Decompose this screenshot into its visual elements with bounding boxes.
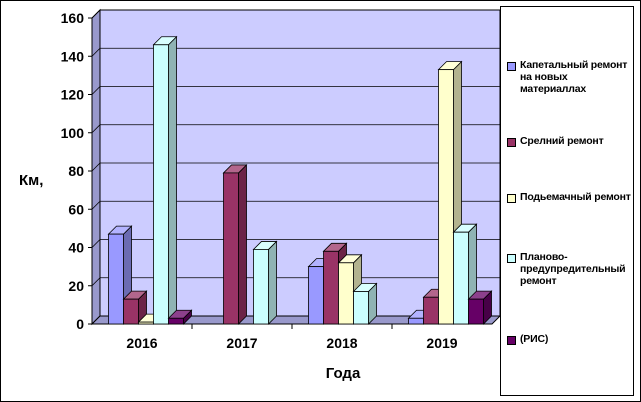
bar-side (168, 35, 177, 325)
legend-swatch (507, 336, 516, 345)
legend-swatch (507, 194, 516, 203)
bar (323, 250, 339, 325)
legend-swatch (507, 62, 516, 71)
legend-label: (РИС) (520, 333, 549, 345)
gridline-side (91, 124, 101, 134)
bar (453, 231, 469, 325)
x-axis-title: Года (326, 365, 361, 382)
legend-label: Планово-предупредительный ремонт (520, 251, 626, 287)
gridline-side (91, 239, 101, 248)
x-tick-label: 2016 (126, 335, 157, 351)
x-tick-label: 2017 (226, 335, 257, 351)
y-tick-label: 20 (68, 278, 84, 294)
x-tick-label: 2019 (426, 335, 457, 351)
legend-label: Срелний ремонт (520, 135, 604, 147)
legend-item-sredniy-remont: Срелний ремонт (507, 135, 631, 147)
bar (308, 266, 324, 325)
legend-item-podyemochny-remont: Подьемачный ремонт (507, 191, 631, 203)
chart-legend: Капетальный ремонт на новых материаллах … (500, 6, 634, 396)
legend-item-kap-remont: Капетальный ремонт на новых материаллах (507, 59, 631, 95)
x-tick-label: 2018 (326, 335, 357, 351)
bar (223, 172, 239, 325)
y-tick-label: 120 (61, 87, 85, 103)
gridline-side (91, 162, 101, 172)
gridline-side (91, 277, 101, 287)
gridline-side (91, 47, 101, 57)
y-tick-label: 140 (61, 48, 85, 64)
bar (153, 44, 169, 325)
legend-item-ppr-remont: Планово-предупредительный ремонт (507, 251, 631, 287)
legend-label: Капетальный ремонт на новых материаллах (520, 59, 628, 95)
legend-swatch (507, 138, 516, 147)
legend-swatch (507, 254, 516, 263)
legend-item-ris: (РИС) (507, 333, 631, 345)
bar-side (238, 163, 247, 325)
y-axis-title: Км, (19, 172, 43, 189)
legend-label: Подьемачный ремонт (520, 191, 631, 203)
bar-side (268, 240, 277, 325)
bar (253, 249, 269, 325)
bar (138, 321, 154, 325)
y-tick-label: 160 (61, 10, 85, 26)
bar (468, 298, 484, 325)
bar (423, 296, 439, 325)
gridline-side (91, 86, 101, 95)
bar (408, 317, 424, 325)
y-tick-label: 60 (68, 201, 84, 217)
bar (123, 298, 139, 325)
y-tick-label: 100 (61, 125, 85, 141)
gridline-side (91, 200, 101, 210)
bar (353, 291, 369, 325)
y-tick-label: 80 (68, 163, 84, 179)
y-tick-label: 0 (76, 316, 84, 332)
bar (338, 262, 354, 325)
bar (438, 69, 454, 325)
y-tick-label: 40 (68, 240, 84, 256)
gridline-side (91, 9, 101, 19)
bar (168, 317, 184, 325)
bar (108, 233, 124, 325)
